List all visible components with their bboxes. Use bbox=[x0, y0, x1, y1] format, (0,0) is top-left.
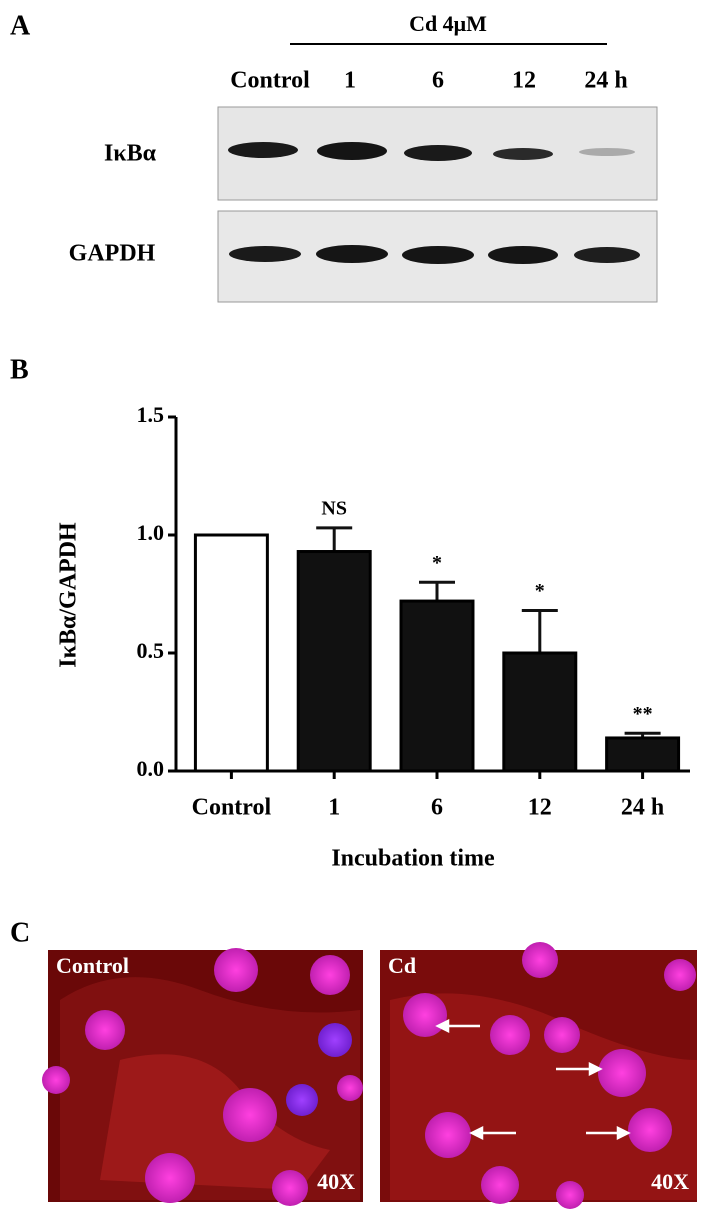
row-label: IκBα bbox=[104, 141, 157, 167]
nucleus bbox=[145, 1153, 195, 1203]
x-tick-label: 24 h bbox=[621, 795, 664, 821]
significance-label: * bbox=[535, 580, 545, 602]
blot-bands bbox=[228, 142, 640, 264]
arrow-head bbox=[435, 1018, 450, 1034]
y-tick-label: 1.0 bbox=[137, 520, 165, 545]
image-label: Control bbox=[56, 953, 129, 978]
y-tick-label: 0.0 bbox=[137, 756, 165, 781]
cytoplasm bbox=[390, 993, 697, 1200]
bar bbox=[502, 651, 578, 773]
lane-label: 12 bbox=[512, 68, 536, 94]
bar bbox=[296, 550, 372, 773]
arrows bbox=[435, 1018, 631, 1141]
x-tick-label: Control bbox=[192, 795, 272, 821]
magnification-label: 40X bbox=[651, 1169, 689, 1194]
nucleus bbox=[214, 948, 258, 992]
panel-letter: A bbox=[10, 10, 31, 41]
nucleus bbox=[425, 1112, 471, 1158]
band bbox=[228, 142, 298, 158]
x-tick-label: 6 bbox=[431, 795, 443, 821]
x-tick-label: 1 bbox=[328, 795, 340, 821]
x-tick-label: 12 bbox=[528, 795, 552, 821]
nucleus bbox=[664, 959, 696, 991]
band bbox=[317, 142, 387, 160]
nucleus bbox=[481, 1166, 519, 1204]
significance-label: * bbox=[432, 552, 442, 574]
bar bbox=[193, 533, 269, 773]
nucleus bbox=[310, 955, 350, 995]
band bbox=[488, 246, 558, 264]
lane-label: 1 bbox=[344, 68, 356, 94]
nucleus bbox=[403, 993, 447, 1037]
magnification-label: 40X bbox=[317, 1169, 355, 1194]
lane-label: Control bbox=[230, 68, 310, 94]
y-axis-label: IκBα/GAPDH bbox=[56, 522, 82, 668]
lane-labels: Control 1 6 12 24 h bbox=[230, 68, 627, 94]
nucleus bbox=[85, 1010, 125, 1050]
significance-label: ** bbox=[633, 703, 653, 725]
nucleus bbox=[556, 1181, 584, 1209]
nucleus bbox=[522, 942, 558, 978]
nucleus bbox=[318, 1023, 352, 1057]
lane-label: 6 bbox=[432, 68, 444, 94]
band bbox=[493, 148, 553, 160]
panel-letter: C bbox=[10, 917, 30, 948]
significance-label: NS bbox=[321, 498, 347, 520]
nucleus bbox=[337, 1075, 363, 1101]
band bbox=[316, 245, 388, 263]
micrograph bbox=[42, 948, 363, 1206]
nucleus bbox=[272, 1170, 308, 1206]
lane-label: 24 h bbox=[584, 68, 627, 94]
y-tick-label: 1.5 bbox=[137, 402, 165, 427]
band bbox=[402, 246, 474, 264]
panel-letter: B bbox=[10, 354, 29, 385]
nucleus bbox=[544, 1017, 580, 1053]
nucleus bbox=[490, 1015, 530, 1055]
band bbox=[404, 145, 472, 161]
bar bbox=[399, 599, 475, 773]
arrow-head bbox=[469, 1125, 484, 1141]
nucleus bbox=[628, 1108, 672, 1152]
micrograph bbox=[380, 942, 697, 1209]
image-label: Cd bbox=[388, 953, 416, 978]
band bbox=[574, 247, 640, 263]
row-label: GAPDH bbox=[69, 241, 156, 267]
arrow-head bbox=[588, 1061, 603, 1077]
nucleus bbox=[42, 1066, 70, 1094]
band bbox=[229, 246, 301, 262]
bar bbox=[605, 736, 681, 773]
nucleus bbox=[286, 1084, 318, 1116]
bar-chart: 0.0 0.5 1.0 1.5 Control 1 NS 6 * 12 * 24 h ** bbox=[137, 402, 690, 821]
arrow-head bbox=[616, 1125, 631, 1141]
nucleus bbox=[598, 1049, 646, 1097]
cytoplasm bbox=[100, 1054, 330, 1190]
y-tick-label: 0.5 bbox=[137, 638, 165, 663]
nucleus bbox=[223, 1088, 277, 1142]
x-axis-label: Incubation time bbox=[331, 846, 495, 872]
band bbox=[579, 148, 635, 156]
treatment-label: Cd 4μM bbox=[409, 11, 487, 36]
